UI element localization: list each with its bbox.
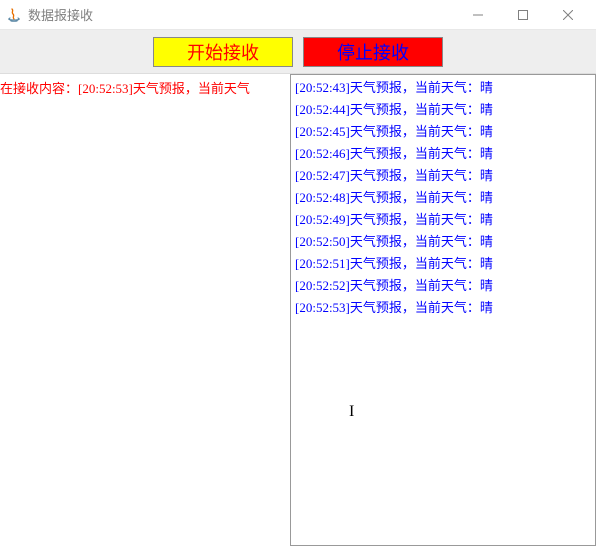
log-line: [20:52:46]天气预报，当前天气：晴 (295, 143, 591, 165)
log-line: [20:52:51]天气预报，当前天气：晴 (295, 253, 591, 275)
text-caret: I (349, 403, 354, 421)
close-button[interactable] (545, 1, 590, 29)
stop-receive-button[interactable]: 停止接收 (303, 37, 443, 67)
log-line: [20:52:48]天气预报，当前天气：晴 (295, 187, 591, 209)
start-receive-button[interactable]: 开始接收 (153, 37, 293, 67)
log-line: [20:52:44]天气预报，当前天气：晴 (295, 99, 591, 121)
log-line: [20:52:52]天气预报，当前天气：晴 (295, 275, 591, 297)
log-line: [20:52:49]天气预报，当前天气：晴 (295, 209, 591, 231)
window-controls (455, 1, 590, 29)
title-left: 数据报接收 (6, 5, 93, 24)
log-line: [20:52:45]天气预报，当前天气：晴 (295, 121, 591, 143)
log-line: [20:52:47]天气预报，当前天气：晴 (295, 165, 591, 187)
maximize-button[interactable] (500, 1, 545, 29)
log-line: [20:52:53]天气预报，当前天气：晴 (295, 297, 591, 319)
java-icon (6, 7, 22, 23)
log-line: [20:52:43]天气预报，当前天气：晴 (295, 77, 591, 99)
log-textarea[interactable]: [20:52:43]天气预报，当前天气：晴[20:52:44]天气预报，当前天气… (290, 74, 596, 546)
status-pane: 在接收内容：[20:52:53]天气预报，当前天气 (0, 74, 290, 546)
content-area: 在接收内容：[20:52:53]天气预报，当前天气 [20:52:43]天气预报… (0, 74, 596, 546)
toolbar: 开始接收 停止接收 (0, 30, 596, 74)
window-title: 数据报接收 (28, 5, 93, 24)
window-titlebar: 数据报接收 (0, 0, 596, 30)
status-text: 在接收内容：[20:52:53]天气预报，当前天气 (0, 81, 250, 96)
log-line: [20:52:50]天气预报，当前天气：晴 (295, 231, 591, 253)
minimize-button[interactable] (455, 1, 500, 29)
